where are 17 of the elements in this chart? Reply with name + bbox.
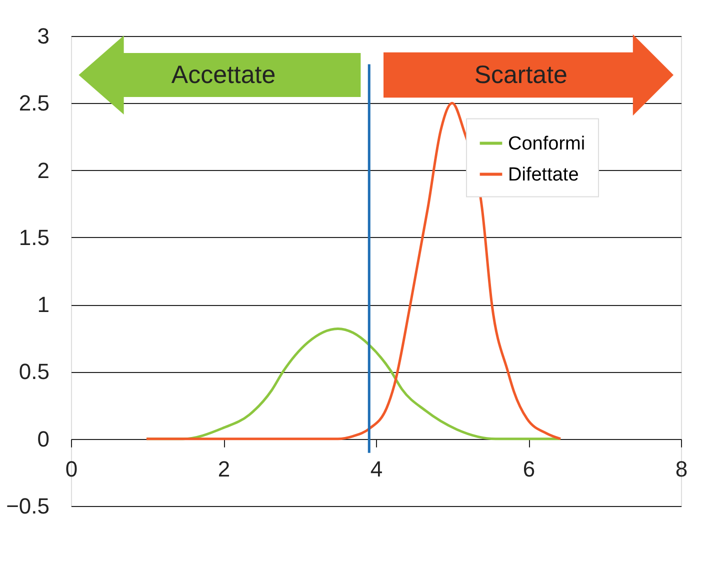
x-tick-label: 4 <box>370 456 383 482</box>
x-tick-label: 8 <box>675 456 688 482</box>
y-tick-label: 1 <box>37 292 50 318</box>
y-tick-label: 3 <box>37 24 50 48</box>
x-tick-label: 0 <box>65 456 78 482</box>
y-tick-label: 1.5 <box>18 224 50 250</box>
legend-label: Conformi <box>508 133 586 154</box>
y-tick-label: 2 <box>37 158 50 183</box>
y-tick-label: −0.5 <box>6 494 50 518</box>
legend-label: Difettate <box>508 164 579 186</box>
y-tick-label: 0 <box>37 426 50 452</box>
x-tick-label: 2 <box>218 456 230 482</box>
y-tick-label: 0.5 <box>18 359 50 384</box>
annotation: Accettate <box>171 61 276 90</box>
y-tick-label: 2.5 <box>18 90 50 116</box>
annotation: Scartate <box>474 61 568 90</box>
x-tick-label: 6 <box>522 456 536 482</box>
